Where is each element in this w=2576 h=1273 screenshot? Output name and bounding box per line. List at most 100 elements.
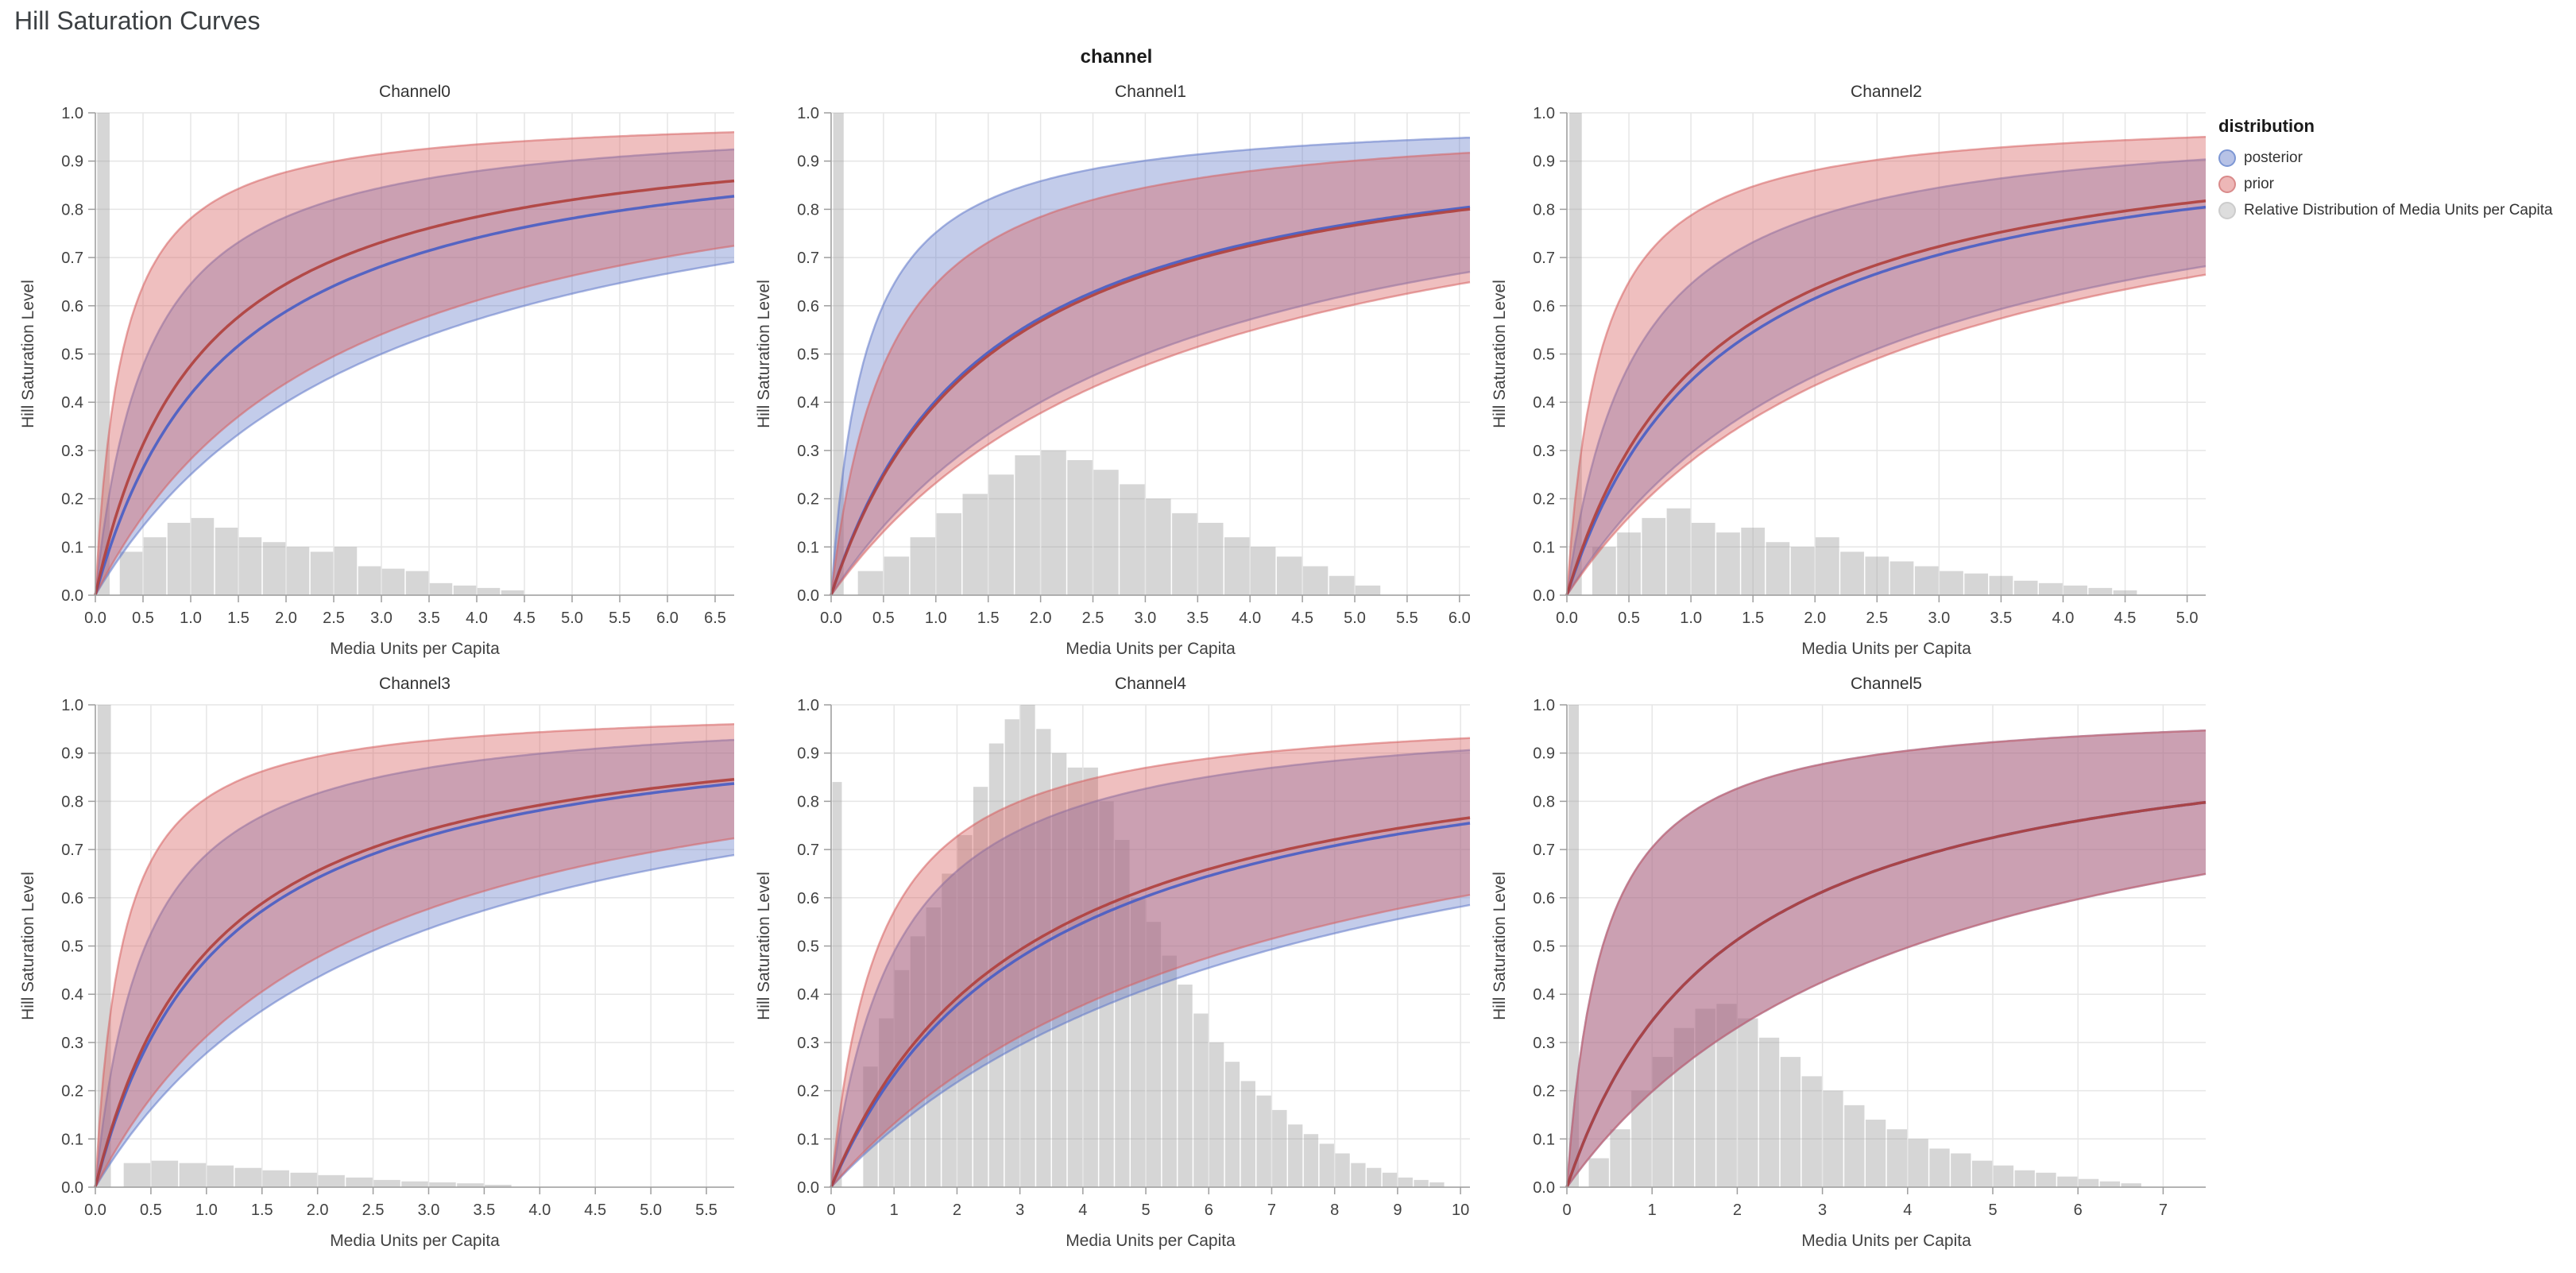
prior-median-line bbox=[1565, 199, 2207, 596]
subplot-title: Channel5 bbox=[1851, 675, 1922, 693]
x-axis-label: Media Units per Capita bbox=[1066, 1232, 1236, 1250]
subplot-title: Channel0 bbox=[379, 83, 451, 101]
gridlines bbox=[1566, 112, 2206, 596]
x-tick-label: 0.0 bbox=[1556, 609, 1578, 627]
y-tick-label: 0.8 bbox=[797, 201, 819, 219]
facet-title: channel bbox=[1080, 46, 1153, 68]
prior-median-line bbox=[1565, 800, 2207, 1188]
axes: 0.0 0.1 0.2 0.3 0.4 0.5 0.6 0.7 0.8 0.9 1.0 0.0 0.5 1… bbox=[61, 105, 734, 627]
x-tick-label: 4.5 bbox=[2114, 609, 2137, 627]
y-tick-label: 0.0 bbox=[797, 1179, 819, 1197]
y-tick-label: 0.3 bbox=[1533, 1035, 1555, 1052]
y-tick-label: 1.0 bbox=[797, 697, 819, 714]
media-units-histogram bbox=[833, 113, 1381, 595]
prior-median-line bbox=[94, 179, 735, 596]
posterior-credible-band bbox=[830, 749, 1471, 1188]
y-tick-label: 0.7 bbox=[1533, 250, 1555, 267]
legend-item-label: posterior bbox=[2244, 149, 2303, 166]
legend-swatch-icon bbox=[2218, 201, 2236, 219]
x-tick-label: 1 bbox=[890, 1201, 899, 1219]
posterior-credible-band bbox=[1565, 158, 2207, 596]
x-tick-label: 9 bbox=[1393, 1201, 1402, 1219]
x-tick-label: 2 bbox=[1733, 1201, 1742, 1219]
y-tick-label: 0.8 bbox=[1533, 793, 1555, 811]
posterior-median-line bbox=[830, 205, 1471, 596]
prior-credible-band bbox=[1565, 135, 2207, 596]
media-units-histogram bbox=[97, 113, 524, 595]
x-tick-label: 5.0 bbox=[640, 1201, 662, 1219]
subplot-title: Channel4 bbox=[1115, 675, 1186, 693]
y-tick-label: 0.2 bbox=[797, 491, 819, 509]
subplot-title: Channel2 bbox=[1851, 83, 1922, 101]
x-tick-label: 5.5 bbox=[695, 1201, 717, 1219]
x-tick-label: 4.0 bbox=[2052, 609, 2075, 627]
x-tick-label: 2.5 bbox=[362, 1201, 385, 1219]
posterior-median-line bbox=[830, 822, 1471, 1188]
x-tick-label: 2.0 bbox=[1030, 609, 1052, 627]
x-tick-label: 4.0 bbox=[1239, 609, 1261, 627]
media-units-histogram bbox=[1568, 705, 2141, 1187]
chart-canvas-channel1: 0.0 0.1 0.2 0.3 0.4 0.5 0.6 0.7 0.8 0.9 1.0 0.0 0.5 1… bbox=[755, 83, 1471, 658]
x-tick-label: 3.0 bbox=[418, 1201, 440, 1219]
subplot-title: Channel3 bbox=[379, 675, 451, 693]
x-tick-label: 6.0 bbox=[1449, 609, 1471, 627]
y-tick-label: 0.3 bbox=[61, 1035, 83, 1052]
x-tick-label: 1.5 bbox=[227, 609, 249, 627]
chart-canvas-channel4: 0.0 0.1 0.2 0.3 0.4 0.5 0.6 0.7 0.8 0.9 1.0 0 1 2 3 4 5 6… bbox=[755, 675, 1471, 1250]
x-tick-label: 5 bbox=[1141, 1201, 1150, 1219]
x-tick-label: 3.5 bbox=[1990, 609, 2013, 627]
x-tick-label: 2.5 bbox=[323, 609, 345, 627]
y-tick-label: 0.6 bbox=[61, 890, 83, 907]
axes: 0.0 0.1 0.2 0.3 0.4 0.5 0.6 0.7 0.8 0.9 1.0 0.0 0.5 1… bbox=[61, 697, 734, 1219]
chart-canvas-channel5: 0.0 0.1 0.2 0.3 0.4 0.5 0.6 0.7 0.8 0.9 1.0 0 1 2 3 4 5 6… bbox=[1491, 675, 2207, 1250]
y-tick-label: 0.9 bbox=[61, 153, 83, 171]
y-axis-label: Hill Saturation Level bbox=[1491, 872, 1509, 1020]
legend-item-prior: prior bbox=[2218, 171, 2553, 197]
x-tick-label: 10 bbox=[1452, 1201, 1469, 1219]
x-tick-label: 0 bbox=[1562, 1201, 1571, 1219]
y-tick-label: 0.8 bbox=[61, 793, 83, 811]
x-tick-label: 3 bbox=[1818, 1201, 1827, 1219]
subplot-channel0: 0.0 0.1 0.2 0.3 0.4 0.5 0.6 0.7 0.8 0.9 1.0 0.0 0.5 1… bbox=[13, 76, 748, 668]
y-tick-label: 0.4 bbox=[797, 394, 819, 412]
x-tick-label: 5.0 bbox=[2176, 609, 2199, 627]
posterior-median-line bbox=[1565, 205, 2207, 596]
y-tick-label: 0.3 bbox=[797, 1035, 819, 1052]
x-tick-label: 4.5 bbox=[584, 1201, 606, 1219]
y-tick-label: 0.8 bbox=[1533, 201, 1555, 219]
x-tick-label: 2.0 bbox=[1804, 609, 1826, 627]
legend-swatch-icon bbox=[2218, 149, 2236, 167]
prior-credible-band bbox=[830, 151, 1471, 596]
y-tick-label: 0.7 bbox=[61, 250, 83, 267]
x-tick-label: 5.0 bbox=[561, 609, 583, 627]
legend-item-posterior: posterior bbox=[2218, 145, 2553, 171]
subplot-title: Channel1 bbox=[1115, 83, 1186, 101]
y-tick-label: 0.7 bbox=[797, 250, 819, 267]
subplot-channel1: 0.0 0.1 0.2 0.3 0.4 0.5 0.6 0.7 0.8 0.9 1.0 0.0 0.5 1… bbox=[748, 76, 1484, 668]
y-tick-label: 0.0 bbox=[1533, 587, 1555, 605]
y-tick-label: 0.4 bbox=[1533, 986, 1555, 1004]
x-tick-label: 4.0 bbox=[466, 609, 488, 627]
x-tick-label: 3.0 bbox=[1135, 609, 1157, 627]
x-tick-label: 2.5 bbox=[1866, 609, 1888, 627]
y-tick-label: 1.0 bbox=[61, 697, 83, 714]
y-tick-label: 0.8 bbox=[797, 793, 819, 811]
x-tick-label: 0.5 bbox=[140, 1201, 162, 1219]
x-tick-label: 6 bbox=[2074, 1201, 2083, 1219]
x-tick-label: 8 bbox=[1330, 1201, 1339, 1219]
x-tick-label: 1.5 bbox=[1742, 609, 1764, 627]
media-units-histogram bbox=[1569, 113, 2137, 595]
y-tick-label: 0.3 bbox=[797, 443, 819, 460]
posterior-median-line bbox=[94, 195, 735, 596]
legend-title: distribution bbox=[2218, 116, 2315, 136]
x-tick-label: 3.5 bbox=[473, 1201, 495, 1219]
x-tick-label: 1.5 bbox=[977, 609, 1000, 627]
chart-canvas-channel0: 0.0 0.1 0.2 0.3 0.4 0.5 0.6 0.7 0.8 0.9 1.0 0.0 0.5 1… bbox=[19, 83, 735, 658]
y-tick-label: 0.5 bbox=[1533, 346, 1555, 364]
posterior-credible-band bbox=[94, 738, 735, 1188]
x-tick-label: 3.0 bbox=[1928, 609, 1950, 627]
x-tick-label: 1.5 bbox=[251, 1201, 273, 1219]
prior-median-line bbox=[94, 777, 735, 1188]
y-tick-label: 0.1 bbox=[797, 1131, 819, 1148]
